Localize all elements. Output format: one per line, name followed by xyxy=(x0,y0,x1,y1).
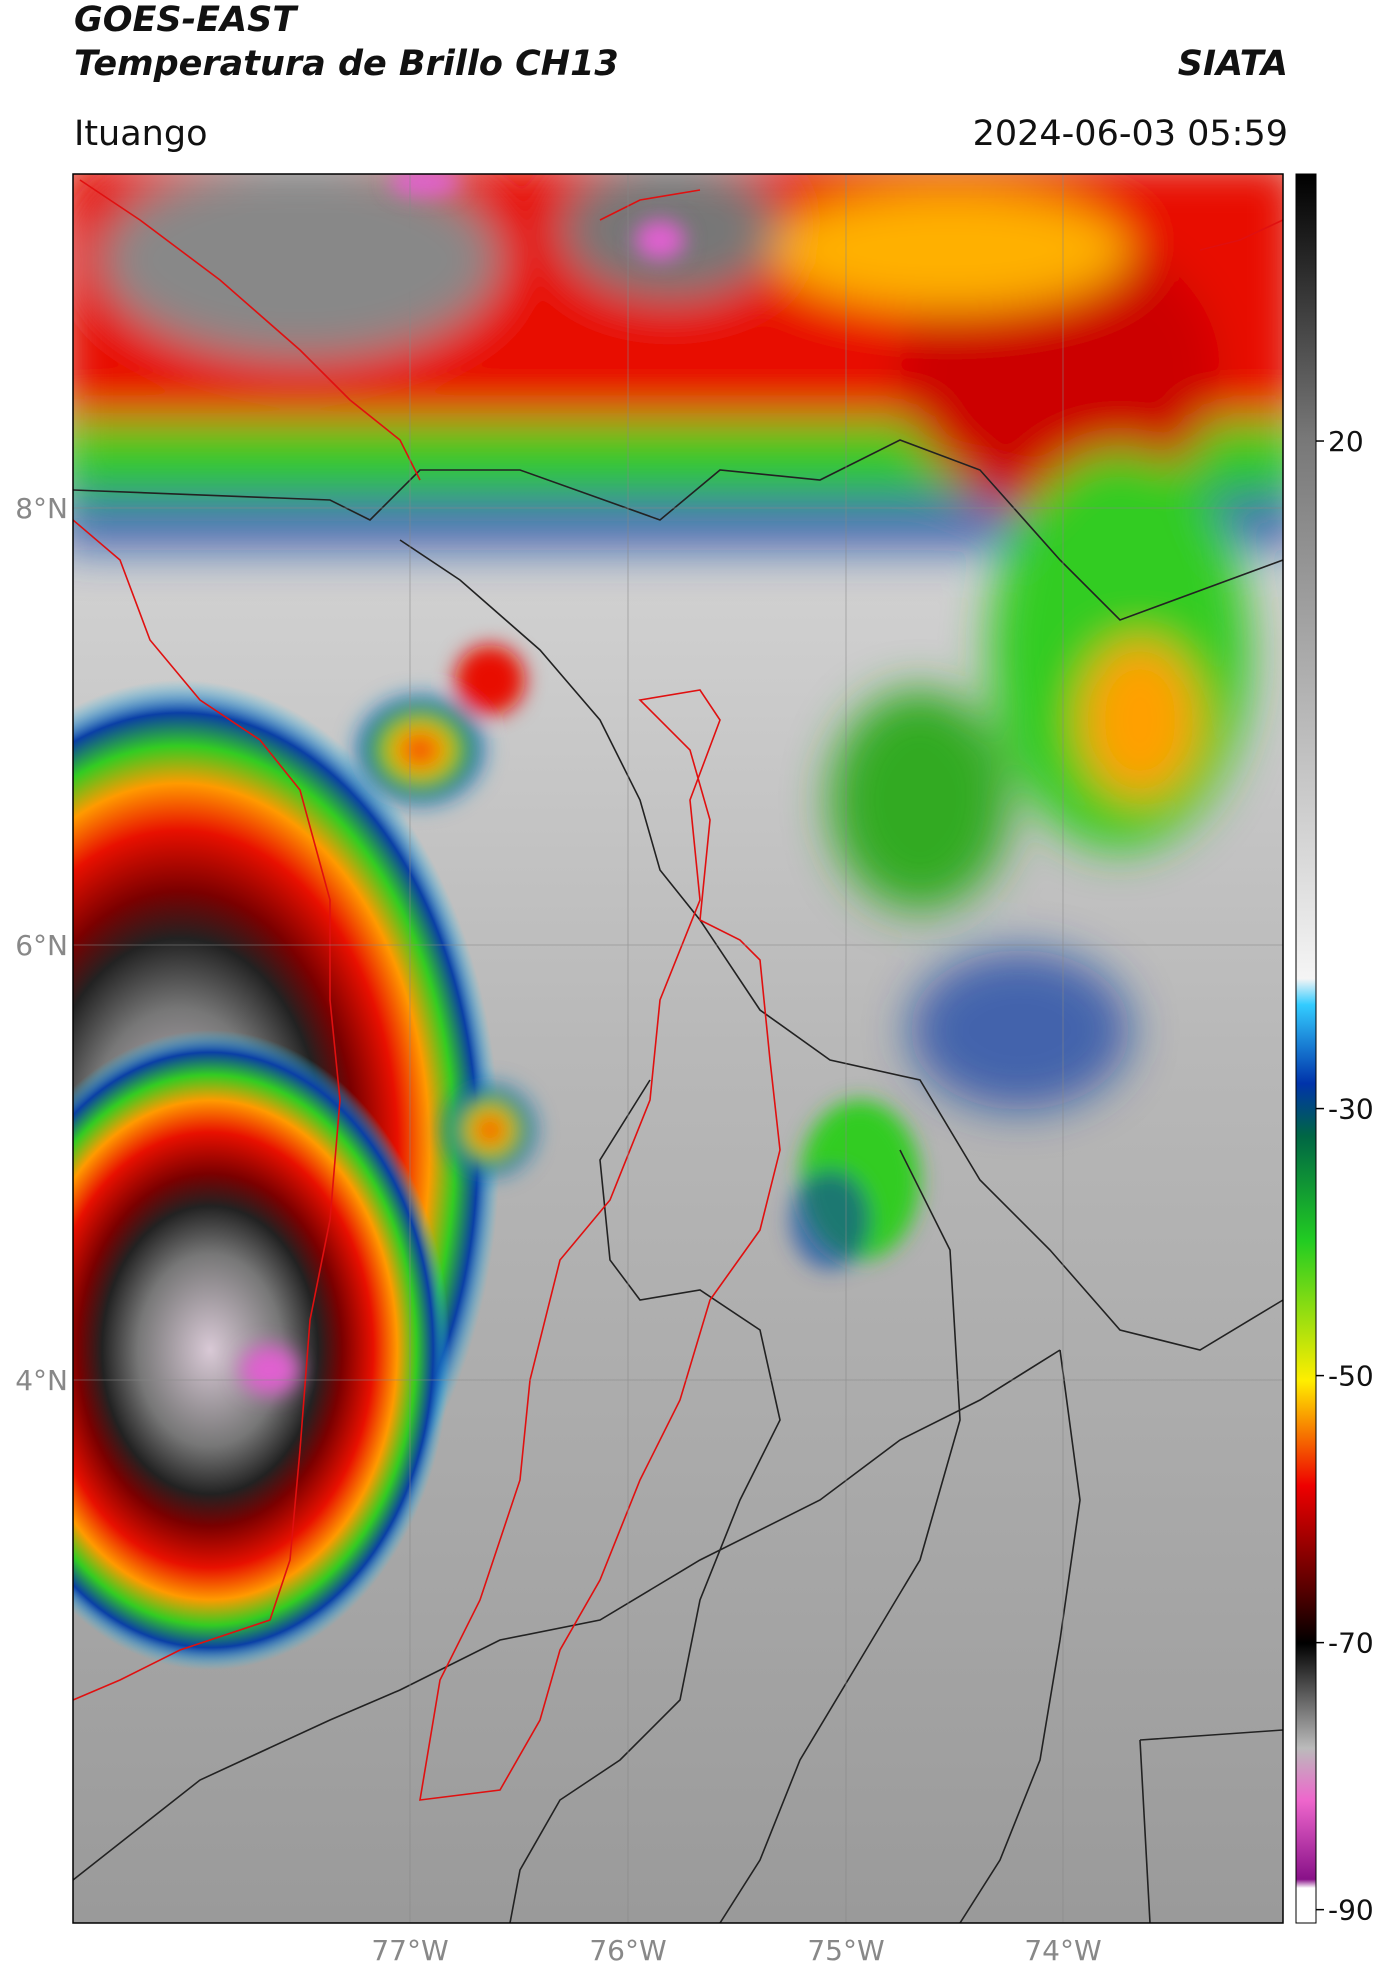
lat-label: 8°N xyxy=(15,492,68,525)
colorbar-tick-label: -70 xyxy=(1328,1627,1374,1660)
map-frame xyxy=(72,173,1284,1924)
colorbar: 20 -30 -50 -70 -90 xyxy=(1295,173,1374,1927)
location: Ituango xyxy=(74,114,208,154)
lat-label: 6°N xyxy=(15,929,68,962)
lon-label: 76°W xyxy=(589,1934,666,1967)
lat-label: 4°N xyxy=(15,1364,68,1397)
lon-label: 75°W xyxy=(807,1934,884,1967)
title: GOES-EAST xyxy=(74,0,297,40)
datetime: 2024-06-03 05:59 xyxy=(972,114,1288,154)
satellite-image xyxy=(73,174,1283,1923)
graticule xyxy=(73,174,1283,1923)
lon-label: 77°W xyxy=(371,1934,448,1967)
subtitle: Temperatura de Brillo CH13 xyxy=(74,44,619,84)
colorbar-tick-label: -30 xyxy=(1328,1093,1374,1126)
colorbar-ramp xyxy=(1295,173,1317,1924)
source: SIATA xyxy=(1177,44,1288,84)
lon-label: 74°W xyxy=(1024,1934,1101,1967)
colorbar-tick-label: -50 xyxy=(1328,1360,1374,1393)
colorbar-tick-label: 20 xyxy=(1328,425,1364,458)
colorbar-tick-label: -90 xyxy=(1328,1894,1374,1927)
